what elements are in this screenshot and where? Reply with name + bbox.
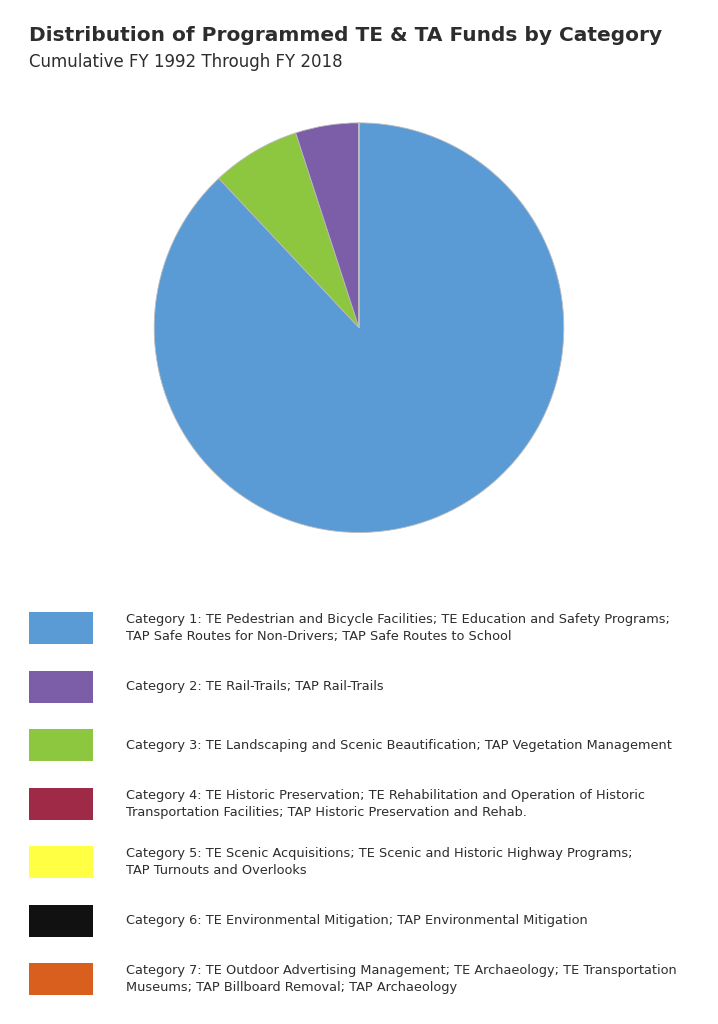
FancyBboxPatch shape: [19, 783, 103, 824]
FancyBboxPatch shape: [19, 607, 103, 649]
Text: Category 2: TE Rail-Trails; TAP Rail-Trails: Category 2: TE Rail-Trails; TAP Rail-Tra…: [126, 680, 383, 693]
Text: Category 6: TE Environmental Mitigation; TAP Environmental Mitigation: Category 6: TE Environmental Mitigation;…: [126, 914, 587, 928]
Wedge shape: [219, 133, 359, 328]
Text: Category 3: TE Landscaping and Scenic Beautification; TAP Vegetation Management: Category 3: TE Landscaping and Scenic Be…: [126, 739, 671, 752]
Text: Distribution of Programmed TE & TA Funds by Category: Distribution of Programmed TE & TA Funds…: [29, 26, 662, 45]
Wedge shape: [154, 123, 564, 532]
FancyBboxPatch shape: [19, 842, 103, 884]
FancyBboxPatch shape: [19, 666, 103, 708]
Text: Category 1: TE Pedestrian and Bicycle Facilities; TE Education and Safety Progra: Category 1: TE Pedestrian and Bicycle Fa…: [126, 613, 669, 643]
Text: Category 7: TE Outdoor Advertising Management; TE Archaeology; TE Transportation: Category 7: TE Outdoor Advertising Manag…: [126, 965, 676, 994]
FancyBboxPatch shape: [19, 900, 103, 942]
Text: Category 5: TE Scenic Acquisitions; TE Scenic and Historic Highway Programs;
TAP: Category 5: TE Scenic Acquisitions; TE S…: [126, 847, 632, 878]
Text: Category 4: TE Historic Preservation; TE Rehabilitation and Operation of Histori: Category 4: TE Historic Preservation; TE…: [126, 788, 645, 819]
Wedge shape: [296, 123, 359, 328]
Text: Cumulative FY 1992 Through FY 2018: Cumulative FY 1992 Through FY 2018: [29, 53, 342, 72]
FancyBboxPatch shape: [19, 724, 103, 766]
FancyBboxPatch shape: [19, 958, 103, 1000]
